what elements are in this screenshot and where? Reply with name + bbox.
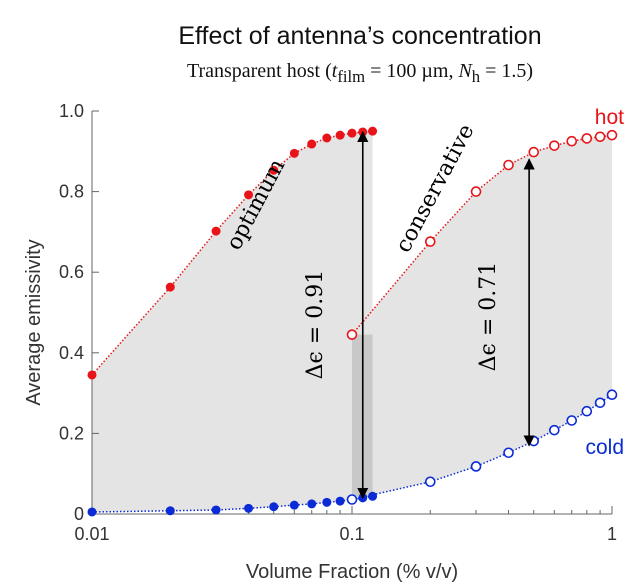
chart-title: Effect of antenna’s concentration bbox=[178, 22, 542, 50]
data-point-conservative-cold bbox=[503, 447, 514, 459]
data-point-optimum-cold bbox=[87, 507, 97, 517]
data-point-optimum-cold bbox=[322, 497, 332, 507]
data-point-optimum-hot bbox=[335, 130, 345, 140]
axes: 0.01 0.1 1 0 0.2 0.4 0.6 0.8 1.0 Volume Fraction … bbox=[23, 101, 617, 583]
data-point-conservative-hot bbox=[581, 133, 593, 144]
y-tick-label: 0.6 bbox=[59, 262, 84, 282]
data-point-conservative-cold bbox=[566, 415, 578, 426]
data-point-optimum-cold bbox=[165, 506, 175, 516]
data-point-conservative-cold bbox=[346, 494, 358, 505]
series-line-optimum-cold bbox=[91, 495, 373, 513]
data-point-conservative-cold bbox=[424, 476, 436, 488]
y-axis-label: Average emissivity bbox=[23, 239, 45, 405]
series-points bbox=[87, 126, 618, 517]
series-line-conservative-hot bbox=[351, 134, 613, 336]
data-point-optimum-hot bbox=[87, 370, 97, 380]
y-tick-label: 0.2 bbox=[59, 423, 84, 443]
data-point-conservative-hot bbox=[470, 186, 482, 197]
data-point-conservative-cold bbox=[594, 397, 606, 409]
data-point-conservative-hot bbox=[566, 135, 578, 147]
x-tick-label: 1 bbox=[607, 524, 617, 544]
data-point-optimum-cold bbox=[335, 496, 345, 506]
x-tick-label: 0.1 bbox=[339, 524, 364, 544]
x-tick-label: 0.01 bbox=[74, 524, 109, 544]
data-point-optimum-cold bbox=[368, 491, 378, 501]
data-point-optimum-hot bbox=[244, 190, 254, 200]
series-lines bbox=[91, 130, 613, 513]
data-point-optimum-cold bbox=[244, 503, 254, 513]
y-tick-label: 0 bbox=[74, 504, 84, 524]
data-point-optimum-hot bbox=[347, 128, 357, 138]
data-point-conservative-hot bbox=[606, 129, 618, 141]
annotation-label: Δϵ = 0.91 bbox=[303, 270, 328, 380]
data-point-conservative-cold bbox=[470, 461, 482, 472]
data-point-conservative-cold bbox=[528, 435, 540, 447]
data-point-optimum-hot bbox=[368, 126, 378, 136]
data-point-optimum-hot bbox=[165, 282, 175, 292]
annotation-label: Δϵ = 0.71 bbox=[476, 262, 501, 372]
y-tick-label: 0.8 bbox=[59, 182, 84, 202]
legend-cold: cold bbox=[585, 436, 624, 459]
x-axis-label: Volume Fraction (% v/v) bbox=[246, 561, 458, 583]
data-point-conservative-hot bbox=[528, 146, 540, 158]
data-point-conservative-hot bbox=[594, 131, 606, 143]
data-point-conservative-hot bbox=[503, 159, 514, 171]
data-point-conservative-hot bbox=[549, 140, 560, 151]
data-point-optimum-hot bbox=[289, 148, 299, 158]
chart-subtitle: Transparent host (tfilm = 100 µm, Nh = 1… bbox=[186, 60, 534, 86]
series-line-conservative-cold bbox=[351, 394, 613, 501]
data-point-optimum-hot bbox=[322, 133, 332, 143]
shaded-region-optimum bbox=[92, 131, 373, 512]
shaded-regions bbox=[92, 131, 612, 512]
data-point-conservative-hot bbox=[346, 329, 358, 340]
delta-arrows bbox=[357, 130, 535, 500]
data-point-optimum-hot bbox=[307, 139, 317, 149]
data-point-conservative-cold bbox=[581, 405, 593, 417]
data-point-optimum-cold bbox=[211, 505, 221, 515]
data-point-optimum-hot bbox=[211, 226, 221, 236]
data-point-conservative-cold bbox=[549, 424, 560, 436]
data-point-optimum-cold bbox=[269, 502, 279, 512]
y-tick-label: 0.4 bbox=[59, 343, 84, 363]
data-point-optimum-hot bbox=[269, 165, 279, 175]
y-tick-label: 1.0 bbox=[59, 101, 84, 121]
data-point-conservative-cold bbox=[606, 389, 618, 401]
data-point-optimum-cold bbox=[289, 500, 299, 510]
legend: hot cold bbox=[585, 106, 624, 459]
data-point-optimum-cold bbox=[307, 499, 317, 509]
data-point-conservative-hot bbox=[424, 236, 436, 247]
shaded-region-conservative bbox=[352, 135, 612, 500]
legend-hot: hot bbox=[595, 106, 624, 129]
